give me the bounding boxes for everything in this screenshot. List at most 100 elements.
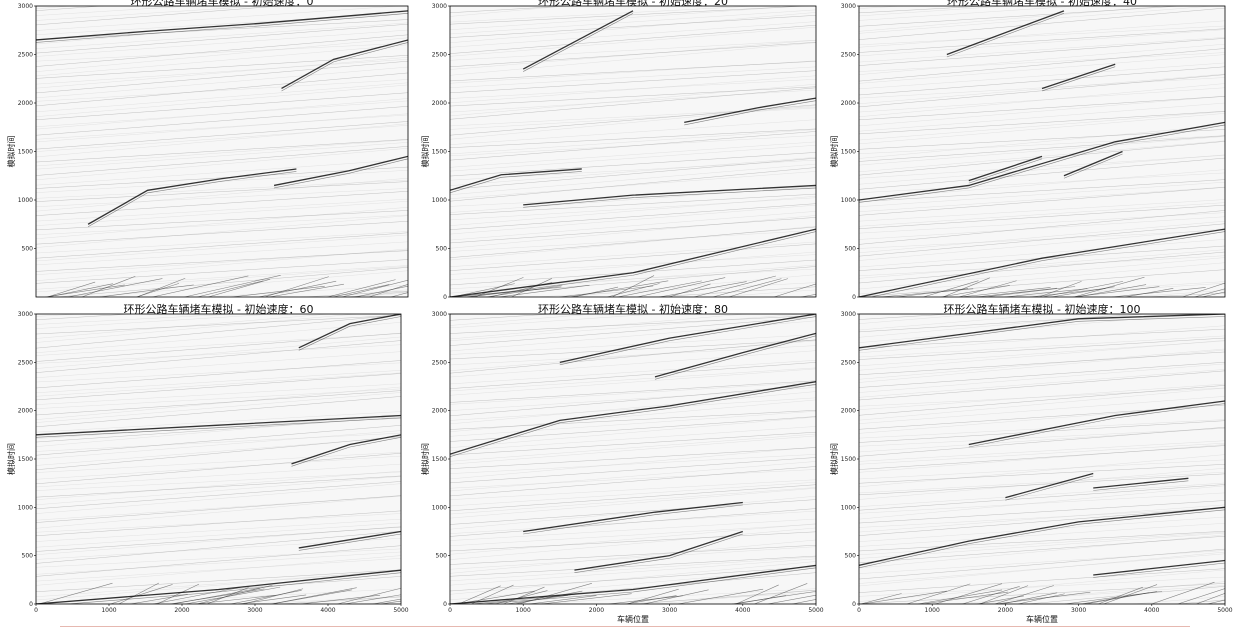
jam-wave <box>559 314 816 363</box>
x-axis-label: 车辆位置 <box>1026 614 1058 624</box>
y-tick-label: 1500 <box>841 456 856 463</box>
y-tick-label: 3000 <box>432 311 447 318</box>
plot-area <box>36 314 401 604</box>
jam-wave <box>450 168 582 191</box>
plot-area <box>859 314 1225 604</box>
chart-panels: 环形公路车辆堵车模拟 - 初始速度：0 500 1000 1500 2000 2500 30… <box>6 0 1233 624</box>
chart-title: 环形公路车辆堵车模拟 - 初始速度：0 <box>131 0 314 8</box>
jam-wave <box>273 155 408 187</box>
y-tick-label: 500 <box>22 246 34 253</box>
jam-wave <box>859 228 1225 297</box>
jam-wave <box>291 434 401 465</box>
x-tick-label: 1000 <box>516 607 531 614</box>
trajectory-texture <box>859 6 1225 297</box>
y-tick-label: 1500 <box>432 456 447 463</box>
jam-wave <box>1063 150 1123 177</box>
y-tick-label: 1000 <box>432 504 447 511</box>
chart-panel: 环形公路车辆堵车模拟 - 初始速度：60 0 500 1000 1500 2000 2500… <box>6 302 409 614</box>
y-tick-label: 1000 <box>432 197 447 204</box>
x-tick-label: 1000 <box>101 607 116 614</box>
y-tick-label: 1500 <box>841 149 856 156</box>
y-tick-label: 1500 <box>18 456 33 463</box>
y-tick-label: 2000 <box>841 408 856 415</box>
y-axis-label: 模拟时间 <box>6 136 16 168</box>
y-tick-label: 0 <box>852 294 856 301</box>
x-tick-label: 1000 <box>925 607 940 614</box>
y-tick-label: 500 <box>845 246 857 253</box>
y-tick-label: 2000 <box>432 100 447 107</box>
jam-wave <box>1093 477 1189 489</box>
jam-wave <box>859 121 1225 201</box>
x-tick-label: 3000 <box>662 607 677 614</box>
jam-wave <box>968 155 1043 182</box>
y-tick-label: 2000 <box>841 100 856 107</box>
plot-area <box>450 6 816 297</box>
trajectory-texture <box>36 314 401 604</box>
trajectory-texture <box>859 314 1225 604</box>
trajectory-texture <box>36 6 408 297</box>
y-tick-label: 3000 <box>841 3 856 10</box>
chart-panel: 环形公路车辆堵车模拟 - 初始速度：20 0 500 1000 1500 2000 2500… <box>420 0 817 301</box>
y-tick-label: 500 <box>22 553 34 560</box>
jam-wave <box>36 10 408 41</box>
jam-wave <box>946 10 1065 56</box>
trajectory-texture <box>450 6 816 297</box>
y-tick-label: 2000 <box>432 408 447 415</box>
y-axis-label: 模拟时间 <box>829 443 839 475</box>
y-tick-label: 1000 <box>18 197 33 204</box>
y-tick-label: 2500 <box>432 52 447 59</box>
y-tick-label: 0 <box>443 601 447 608</box>
y-tick-label: 500 <box>436 553 448 560</box>
chart-title: 环形公路车辆堵车模拟 - 初始速度：100 <box>944 302 1141 316</box>
x-tick-label: 5000 <box>393 607 408 614</box>
chart-panel: 环形公路车辆堵车模拟 - 初始速度：0 500 1000 1500 2000 2500 30… <box>6 0 409 298</box>
jam-wave <box>1005 472 1094 499</box>
y-tick-label: 2500 <box>841 359 856 366</box>
y-axis-label: 模拟时间 <box>420 136 430 168</box>
chart-title: 环形公路车辆堵车模拟 - 初始速度：60 <box>124 302 314 316</box>
y-tick-label: 1000 <box>841 504 856 511</box>
jam-wave <box>450 381 816 455</box>
y-tick-label: 500 <box>436 246 448 253</box>
chart-panel: 环形公路车辆堵车模拟 - 初始速度：40 0 500 1000 1500 2000 2500… <box>829 0 1226 301</box>
y-tick-label: 0 <box>29 601 33 608</box>
y-tick-label: 3000 <box>841 311 856 318</box>
x-tick-label: 0 <box>34 607 38 614</box>
x-tick-label: 0 <box>857 607 861 614</box>
jam-wave <box>298 530 401 549</box>
chart-title: 环形公路车辆堵车模拟 - 初始速度：20 <box>538 0 728 8</box>
chart-panel: 环形公路车辆堵车模拟 - 初始速度：100 0 500 1000 1500 2000 250… <box>829 302 1233 624</box>
x-axis-label: 车辆位置 <box>617 614 649 624</box>
y-tick-label: 0 <box>443 294 447 301</box>
jam-wave <box>36 569 401 604</box>
x-tick-label: 5000 <box>808 607 823 614</box>
jam-wave <box>87 168 297 225</box>
y-tick-label: 2500 <box>841 52 856 59</box>
y-tick-label: 3000 <box>432 3 447 10</box>
x-tick-label: 0 <box>448 607 452 614</box>
x-tick-label: 2000 <box>998 607 1013 614</box>
jam-wave <box>684 97 816 124</box>
x-tick-label: 4000 <box>320 607 335 614</box>
jam-wave <box>523 184 816 206</box>
y-tick-label: 2000 <box>18 100 33 107</box>
chart-title: 环形公路车辆堵车模拟 - 初始速度：80 <box>538 302 728 316</box>
plot-area <box>450 314 816 604</box>
y-tick-label: 3000 <box>18 311 33 318</box>
jam-wave <box>574 530 744 571</box>
y-tick-label: 1500 <box>432 149 447 156</box>
jam-wave <box>859 506 1225 566</box>
chart-panel: 环形公路车辆堵车模拟 - 初始速度：80 0 500 1000 1500 2000 2500… <box>420 302 824 624</box>
jam-wave <box>1093 559 1225 576</box>
y-tick-label: 1000 <box>841 197 856 204</box>
y-axis-label: 模拟时间 <box>829 136 839 168</box>
jam-wave <box>450 228 816 297</box>
jam-wave <box>1041 63 1116 90</box>
y-tick-label: 1000 <box>18 504 33 511</box>
jam-wave <box>281 39 408 90</box>
jam-wave <box>654 332 816 378</box>
y-tick-label: 2500 <box>18 359 33 366</box>
y-tick-label: 2500 <box>18 52 33 59</box>
x-tick-label: 5000 <box>1217 607 1232 614</box>
